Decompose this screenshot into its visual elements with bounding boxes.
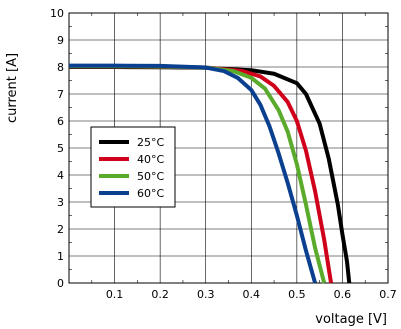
y-tick-label: 10: [50, 7, 64, 20]
x-axis-label: voltage [V]: [315, 312, 387, 327]
series-lines: [69, 63, 352, 284]
y-tick-label: 0: [57, 277, 64, 290]
x-tick-label: 0.4: [243, 288, 261, 301]
y-tick-label: 1: [57, 250, 64, 263]
y-tick-label: 4: [57, 169, 64, 182]
legend-label: 40°C: [137, 153, 164, 166]
y-tick-label: 3: [57, 196, 64, 209]
series-line: [69, 63, 318, 284]
x-tick-label: 0.5: [288, 288, 306, 301]
y-tick-label: 2: [57, 223, 64, 236]
x-tick-label: 0.7: [379, 288, 397, 301]
y-tick-label: 9: [57, 34, 64, 47]
y-tick-label: 8: [57, 61, 64, 74]
legend: 25°C 40°C 50°C 60°C: [90, 126, 176, 208]
y-axis-label: current [A]: [5, 53, 20, 123]
y-tick-label: 5: [57, 142, 64, 155]
plot-frame: [68, 12, 389, 284]
x-tick-label: 0.2: [151, 288, 169, 301]
legend-label: 25°C: [137, 136, 164, 149]
legend-label: 60°C: [137, 187, 164, 200]
x-tick-label: 0.3: [197, 288, 215, 301]
x-tick-label: 0.6: [334, 288, 352, 301]
y-tick-label: 7: [57, 88, 64, 101]
x-tick-label: 0.1: [106, 288, 124, 301]
legend-label: 50°C: [137, 170, 164, 183]
axes: 0.1 0.2 0.3 0.4 0.5 0.6 0.7 0 1 2 3 4 5 6 7 8 9 10: [50, 7, 397, 301]
y-tick-label: 6: [57, 115, 64, 128]
